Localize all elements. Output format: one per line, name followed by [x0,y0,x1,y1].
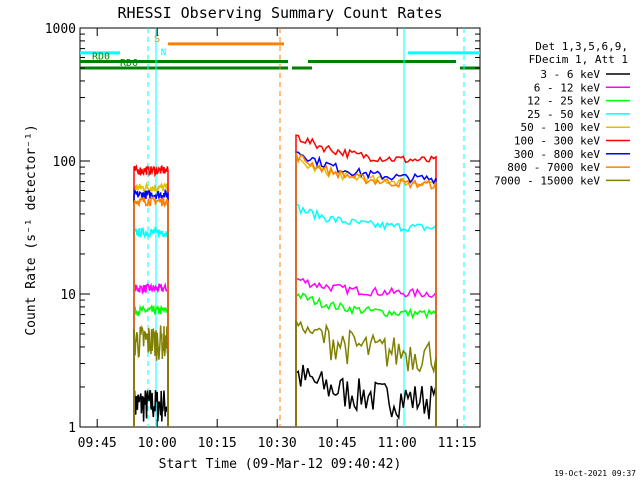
legend-label-0: 3 - 6 keV [540,68,600,81]
series-trace-0-1 [295,364,437,427]
series-trace-3-0 [133,225,169,427]
legend-label-7: 800 - 7000 keV [507,161,600,174]
series-trace-8-0 [133,324,169,427]
status-label-1: S [154,34,160,45]
series-trace-0-0 [133,389,169,427]
series-trace-2-0 [133,303,169,427]
x-tick-label-6: 11:15 [438,436,477,451]
series-trace-2-1 [295,292,437,427]
legend-label-2: 12 - 25 keV [527,95,600,108]
legend-label-8: 7000 - 15000 keV [494,174,600,187]
x-tick-label-3: 10:30 [258,436,297,451]
y-axis-label: Count Rate (s⁻¹ detector⁻¹) [24,124,39,335]
status-label-3: RD6 [120,58,138,69]
series-trace-8-1 [295,320,437,427]
series-trace-5-0 [133,164,169,427]
y-tick-label-2: 100 [53,155,76,170]
legend-label-6: 300 - 800 keV [514,148,600,161]
x-tick-label-5: 11:00 [378,436,417,451]
x-tick-label-1: 10:00 [138,436,177,451]
legend-label-1: 6 - 12 keV [534,81,601,94]
legend-header-1: FDecim 1, Att 1 [529,53,628,66]
x-tick-label-2: 10:15 [198,436,237,451]
chart-title: RHESSI Observing Summary Count Rates [117,4,442,22]
series-trace-5-1 [295,134,437,427]
y-tick-label-0: 1 [68,421,76,436]
series-trace-7-1 [295,152,437,427]
footer-timestamp: 19-Oct-2021 09:37 [554,469,636,478]
legend-header-0: Det 1,3,5,6,9, [535,40,628,53]
series-trace-3-1 [295,203,437,427]
legend-label-3: 25 - 50 keV [527,108,600,121]
series-trace-6-1 [295,151,437,427]
legend-label-4: 50 - 100 keV [521,121,601,134]
status-label-2: RD0 [92,51,110,62]
x-tick-label-0: 09:45 [78,436,117,451]
series-trace-1-0 [133,281,169,427]
status-label-n: N [161,48,166,58]
y-tick-label-1: 10 [60,288,76,303]
x-tick-label-4: 10:45 [318,436,357,451]
series-trace-1-1 [295,277,437,427]
y-tick-label-3: 1000 [45,22,76,37]
series-trace-4-0 [133,181,169,427]
series-trace-7-0 [133,195,169,427]
legend-label-5: 100 - 300 keV [514,135,600,148]
x-axis-label: Start Time (09-Mar-12 09:40:42) [159,457,402,472]
